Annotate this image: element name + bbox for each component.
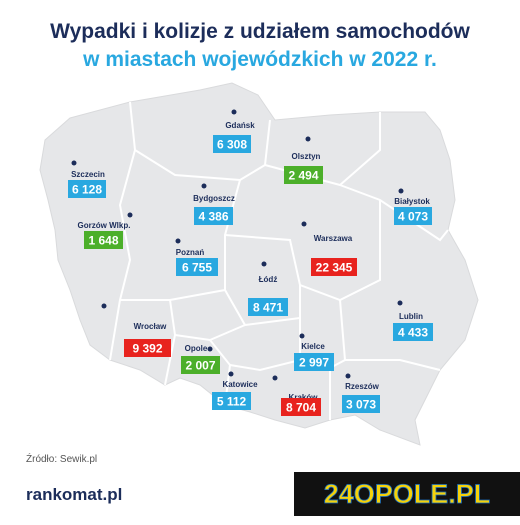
value-box — [281, 398, 321, 416]
city-name: Gdańsk — [225, 121, 255, 130]
city-name: Warszawa — [314, 234, 353, 243]
city-dot — [101, 303, 107, 309]
border — [224, 200, 381, 302]
value-box — [181, 356, 220, 374]
value-box — [311, 258, 357, 276]
brand-logo: rankomat.pl — [26, 485, 122, 504]
title-line-2: w miastach wojewódzkich w 2022 r. — [82, 48, 437, 71]
city-value: 4 386 — [198, 210, 228, 224]
city-name: Opole — [185, 344, 208, 353]
title-line-1: Wypadki i kolizje z udziałem samochodów — [50, 20, 470, 43]
city-value: 6 128 — [72, 183, 102, 197]
city-name: Poznań — [176, 248, 205, 257]
city-marker: Rzeszów 3 073 — [342, 373, 380, 413]
city-marker: Bydgoszcz 4 386 — [193, 183, 235, 225]
city-name: Gorzów Wlkp. — [78, 221, 131, 230]
city-dot — [175, 238, 181, 244]
city-name: Łódź — [259, 275, 278, 284]
value-box — [212, 392, 251, 410]
city-name: Bydgoszcz — [193, 194, 235, 203]
city-dot — [305, 136, 311, 142]
city-value: 3 073 — [346, 398, 376, 412]
city-value: 6 308 — [217, 138, 247, 152]
city-marker: Gdańsk 6 308 — [213, 109, 255, 153]
logo-box — [294, 472, 520, 516]
city-value: 2 007 — [185, 359, 215, 373]
city-name: Katowice — [222, 380, 258, 389]
city-marker: Wrocław 9 392 — [101, 303, 171, 357]
border — [109, 101, 137, 361]
city-value: 1 648 — [88, 234, 118, 248]
city-dot — [201, 183, 207, 189]
city-marker: Poznań 6 755 — [175, 238, 218, 276]
partner-logo: 24OPOLE.PL — [324, 479, 491, 509]
value-box — [284, 166, 323, 184]
city-value: 4 433 — [398, 326, 428, 340]
city-dot — [207, 346, 213, 352]
city-dot — [272, 375, 278, 381]
city-marker: Łódź 8 471 — [248, 261, 288, 316]
value-box — [342, 395, 380, 413]
city-marker: Katowice 5 112 — [212, 371, 258, 410]
city-value: 9 392 — [132, 342, 162, 356]
city-name: Olsztyn — [292, 152, 321, 161]
city-marker: Kielce 2 997 — [294, 333, 334, 371]
value-box — [176, 258, 218, 276]
city-marker: Gorzów Wlkp. 1 648 — [78, 212, 133, 249]
city-value: 8 704 — [286, 401, 316, 415]
city-marker: Olsztyn 2 494 — [284, 136, 323, 184]
city-value: 22 345 — [316, 261, 353, 275]
city-dot — [127, 212, 133, 218]
city-value: 5 112 — [217, 395, 247, 409]
city-name: Rzeszów — [345, 382, 380, 391]
value-box — [124, 339, 171, 357]
city-marker: Warszawa 22 345 — [301, 221, 357, 276]
city-name: Wrocław — [134, 322, 168, 331]
value-box — [248, 298, 288, 316]
source-note: Źródło: Sewik.pl — [26, 452, 97, 465]
city-value: 8 471 — [253, 301, 283, 315]
value-box — [68, 180, 106, 198]
city-dot — [398, 188, 404, 194]
city-value: 2 494 — [288, 169, 318, 183]
border — [345, 359, 441, 371]
city-name: Szczecin — [71, 170, 105, 179]
city-value: 4 073 — [398, 210, 428, 224]
value-box — [394, 207, 432, 225]
city-name: Kielce — [301, 342, 325, 351]
city-value: 2 997 — [299, 356, 329, 370]
value-box — [84, 231, 123, 249]
value-box — [294, 353, 334, 371]
city-dot — [71, 160, 77, 166]
city-name: Lublin — [399, 312, 423, 321]
value-box — [393, 323, 433, 341]
value-box — [194, 207, 233, 225]
city-name: Kraków — [289, 393, 319, 402]
city-marker: Opole 2 007 — [181, 344, 220, 374]
city-value: 6 755 — [182, 261, 212, 275]
city-name: Białystok — [394, 197, 430, 206]
city-dot — [228, 371, 234, 377]
city-dot — [261, 261, 267, 267]
border — [224, 285, 301, 327]
value-box — [213, 135, 251, 153]
city-dot — [345, 373, 351, 379]
city-layer: Gdańsk 6 308 Olsztyn 2 494 Szczecin 6 128 Bydg… — [68, 109, 433, 416]
city-dot — [231, 109, 237, 115]
city-marker: Lublin 4 433 — [393, 300, 433, 341]
city-dot — [301, 221, 307, 227]
city-marker: Szczecin 6 128 — [68, 160, 106, 198]
city-marker: Białystok 4 073 — [394, 188, 432, 225]
city-dot — [397, 300, 403, 306]
city-dot — [299, 333, 305, 339]
